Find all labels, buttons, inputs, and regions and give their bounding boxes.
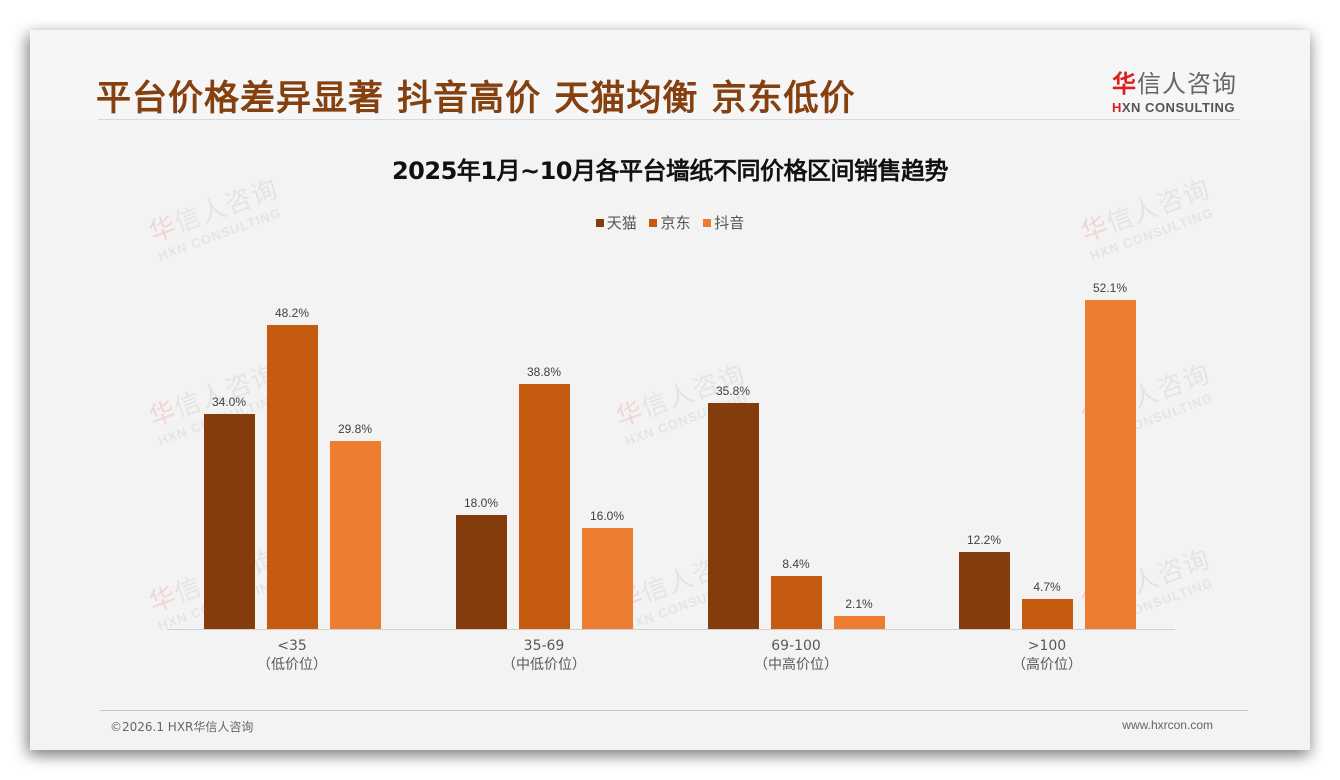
category-range: 69-100 (771, 638, 821, 654)
data-label: 8.4% (782, 556, 810, 571)
bar-douyin (329, 440, 381, 629)
category-tier: （中高价位） (754, 657, 838, 673)
bar-tmall (707, 403, 759, 629)
legend-item-tmall: 天猫 (595, 212, 637, 233)
x-axis-category-label: 35-69 （中低价位） (454, 637, 634, 675)
category-tier: （中低价位） (502, 657, 586, 673)
bar-tmall (958, 552, 1010, 629)
legend-swatch-icon (703, 219, 712, 227)
footer-copyright: ©2026.1 HXR华信人咨询 (110, 720, 254, 734)
data-label: 4.7% (1033, 580, 1061, 595)
category-range: 35-69 (523, 638, 565, 654)
data-label: 18.0% (463, 496, 499, 511)
chart-legend: 天猫 京东 抖音 (30, 212, 1310, 233)
bar-douyin (1084, 300, 1136, 629)
legend-swatch-icon (595, 219, 604, 227)
x-axis-category-label: 69-100 （中高价位） (706, 637, 886, 675)
slide: 华信人咨询 HXN CONSULTING 华信人咨询 HXN CONSULTIN… (30, 30, 1310, 750)
bar-tmall (455, 515, 507, 629)
category-tier: （高价位） (1012, 657, 1082, 673)
brand-logo: 华信人咨询 HXN CONSULTING (1112, 64, 1242, 115)
data-label: 38.8% (526, 365, 562, 380)
bar-jd (266, 324, 318, 629)
legend-swatch-icon (649, 219, 658, 227)
x-axis-category-label: <35 （低价位） (202, 637, 382, 675)
logo-cn-text: 华信人咨询 (1112, 70, 1237, 98)
footer-divider (100, 710, 1248, 711)
bar-jd (518, 384, 570, 629)
legend-item-jd: 京东 (649, 212, 691, 233)
bar-chart-plot: 34.0% 48.2% 29.8% <35 （低价位） 18.0% 38.8% 16.0% 35… (30, 30, 1310, 750)
x-axis-line (167, 629, 1175, 630)
footer-website: www.hxrcon.com (1122, 718, 1213, 732)
x-axis-category-label: >100 （高价位） (957, 637, 1137, 675)
category-range: <35 (277, 638, 307, 654)
data-label: 12.2% (966, 533, 1002, 548)
logo-en-text: HXN CONSULTING (1112, 100, 1236, 115)
bar-tmall (203, 414, 255, 629)
data-label: 34.0% (211, 395, 247, 410)
bar-jd (770, 575, 822, 629)
data-label: 48.2% (274, 305, 310, 320)
category-tier: （低价位） (257, 657, 327, 673)
page-headline: 平台价格差异显著 抖音高价 天猫均衡 京东低价 (96, 79, 856, 119)
data-label: 16.0% (589, 509, 625, 524)
data-label: 35.8% (715, 384, 751, 399)
data-label: 52.1% (1092, 281, 1128, 296)
bar-douyin (581, 528, 633, 629)
legend-item-douyin: 抖音 (703, 212, 744, 233)
header-band (30, 30, 1310, 120)
bar-jd (1021, 599, 1073, 629)
chart-title: 2025年1月~10月各平台墙纸不同价格区间销售趋势 (391, 157, 949, 185)
data-label: 29.8% (337, 421, 373, 436)
data-label: 2.1% (845, 596, 873, 611)
bar-douyin (833, 615, 885, 629)
category-range: >100 (1027, 638, 1067, 654)
header-divider (98, 119, 1240, 120)
